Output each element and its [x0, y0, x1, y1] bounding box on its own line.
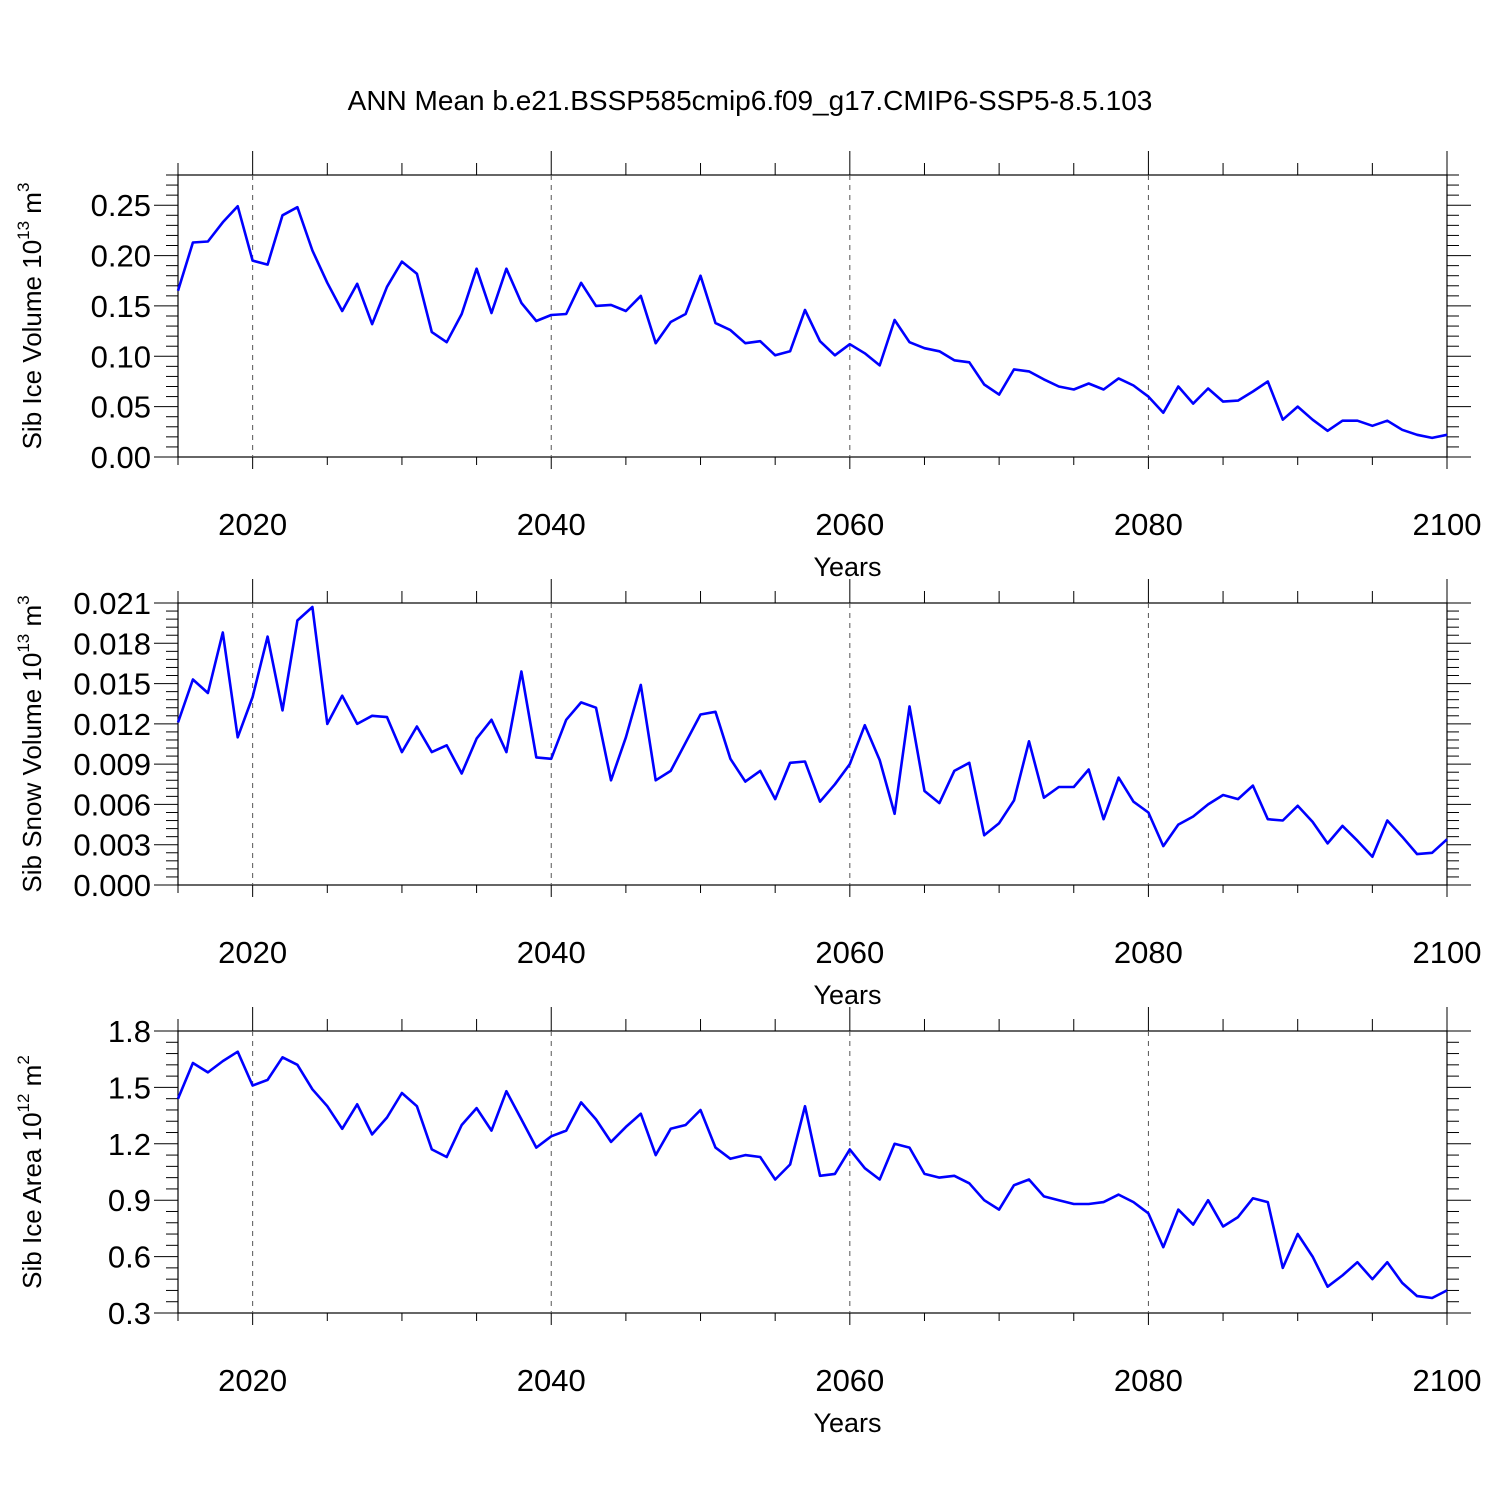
y-tick-labels: 0.000 0.003 0.006 0.009 0.012 0.015 0.018 0.021 [73, 586, 151, 903]
x-tick-label: 2040 [517, 935, 586, 970]
x-tick-label: 2060 [815, 1363, 884, 1398]
x-tick-label: 2080 [1114, 1363, 1183, 1398]
y-tick-label: 0.9 [108, 1183, 151, 1218]
y-tick-label: 0.20 [91, 239, 151, 274]
y-axis-label-unit: m [17, 605, 47, 634]
panel-ice-volume: 0.00 0.05 0.10 0.15 0.20 0.25 2020 2040 2060 208… [14, 151, 1481, 582]
plot-frame [177, 1030, 1448, 1314]
y-tick-label: 0.00 [91, 440, 151, 475]
ice-area-series-line [176, 1050, 1448, 1300]
tick-marks [154, 579, 1471, 897]
x-tick-label: 2100 [1413, 1363, 1482, 1398]
y-tick-label: 0.05 [91, 390, 151, 425]
tick-marks [154, 1007, 1471, 1325]
x-tick-label: 2100 [1413, 507, 1482, 542]
y-axis-label-exponent: 13 [14, 221, 33, 240]
y-tick-label: 0.018 [73, 626, 151, 661]
x-grid [252, 1031, 1149, 1313]
y-axis-label-exponent: 12 [14, 1094, 33, 1113]
y-tick-label: 0.009 [73, 747, 151, 782]
y-tick-label: 0.012 [73, 707, 151, 742]
y-axis-label: Sib Ice Area 1012 m2 [14, 1055, 47, 1289]
x-tick-labels: 2020 2040 2060 2080 2100 [218, 507, 1481, 542]
y-tick-label: 0.25 [91, 188, 151, 223]
x-tick-label: 2040 [517, 1363, 586, 1398]
x-tick-label: 2060 [815, 935, 884, 970]
x-tick-label: 2020 [218, 507, 287, 542]
x-tick-label: 2060 [815, 507, 884, 542]
tick-marks [154, 151, 1471, 469]
x-tick-label: 2080 [1114, 507, 1183, 542]
y-tick-label: 1.2 [108, 1127, 151, 1162]
x-tick-label: 2020 [218, 1363, 287, 1398]
x-axis-label: Years [813, 1408, 881, 1438]
y-axis-label: Sib Ice Volume 1013 m3 [14, 183, 47, 450]
panel-snow-volume: 0.000 0.003 0.006 0.009 0.012 0.015 0.018 0.021… [14, 579, 1481, 1010]
plot-frame [177, 602, 1448, 886]
y-axis-label-unit-exponent: 3 [14, 595, 33, 604]
y-axis-label-exponent: 13 [14, 634, 33, 653]
x-tick-labels: 2020 2040 2060 2080 2100 [218, 935, 1481, 970]
y-tick-label: 0.015 [73, 667, 151, 702]
y-tick-label: 0.021 [73, 586, 151, 621]
y-tick-label: 0.006 [73, 787, 151, 822]
y-tick-label: 1.5 [108, 1070, 151, 1105]
y-tick-label: 1.8 [108, 1014, 151, 1049]
y-axis-label-text: Sib Snow Volume 10 [17, 653, 47, 893]
panel-ice-area: 0.30.60.91.21.51.8 2020 2040 2060 2080 2100 … [14, 1007, 1481, 1438]
y-axis-label-text: Sib Ice Area 10 [17, 1112, 47, 1288]
y-axis-label-unit-exponent: 2 [14, 1055, 33, 1064]
y-tick-labels: 0.3 0.6 0.9 1.2 1.5 1.8 [108, 1014, 151, 1331]
x-tick-label: 2040 [517, 507, 586, 542]
x-tick-label: 2100 [1413, 935, 1482, 970]
y-tick-label: 0.6 [108, 1240, 151, 1275]
x-tick-label: 2080 [1114, 935, 1183, 970]
y-axis-label-text: Sib Ice Volume 10 [17, 240, 47, 450]
y-tick-label: 0.10 [91, 339, 151, 374]
x-grid [252, 175, 1149, 457]
y-tick-label: 0.003 [73, 828, 151, 863]
y-axis-label-unit-exponent: 3 [14, 183, 33, 192]
ice-volume-series-line [176, 204, 1448, 440]
y-axis-label-unit: m [17, 192, 47, 221]
x-grid [252, 603, 1149, 885]
x-axis-label: Years [813, 980, 881, 1010]
y-tick-label: 0.15 [91, 289, 151, 324]
snow-volume-series-line [176, 605, 1448, 859]
x-tick-label: 2020 [218, 935, 287, 970]
y-tick-labels: 0.00 0.05 0.10 0.15 0.20 0.25 [91, 188, 151, 475]
y-tick-label: 0.3 [108, 1296, 151, 1331]
figure-title: ANN Mean b.e21.BSSP585cmip6.f09_g17.CMIP… [348, 85, 1153, 116]
y-axis-label-unit: m [17, 1065, 47, 1094]
x-tick-labels: 2020 2040 2060 2080 2100 [218, 1363, 1481, 1398]
x-axis-label: Years [813, 552, 881, 582]
y-axis-label: Sib Snow Volume 1013 m3 [14, 595, 47, 892]
y-tick-label: 0.000 [73, 868, 151, 903]
